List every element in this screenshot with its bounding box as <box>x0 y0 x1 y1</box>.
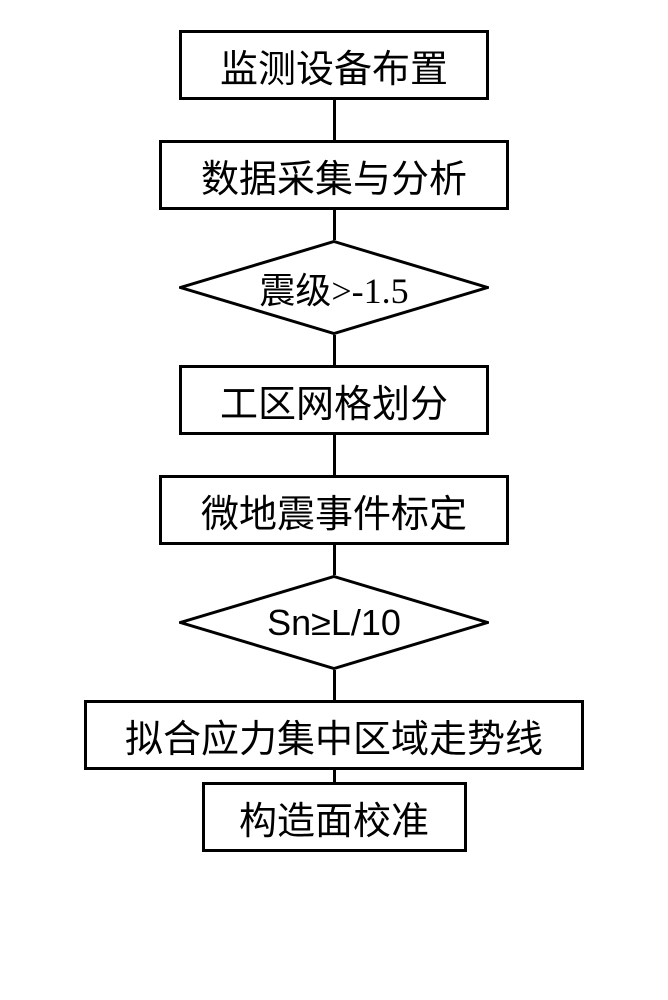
flow-node-label: 监测设备布置 <box>220 38 448 93</box>
flow-node-n8: 构造面校准 <box>202 782 467 852</box>
flowchart-container: 监测设备布置数据采集与分析震级>-1.5 工区网格划分微地震事件标定 Sn≥L/10… <box>84 30 584 852</box>
flow-edge-n4-n5 <box>333 435 336 475</box>
flow-edge-n5-n6 <box>333 545 336 575</box>
flow-node-label: 工区网格划分 <box>220 373 448 428</box>
flow-node-n2: 数据采集与分析 <box>159 140 509 210</box>
flow-node-label: 微地震事件标定 <box>201 483 467 538</box>
flow-edge-n6-n7 <box>333 670 336 700</box>
flow-node-n7: 拟合应力集中区域走势线 <box>84 700 584 770</box>
flow-node-label: 构造面校准 <box>239 790 429 845</box>
flow-decision-n6: Sn≥L/10 <box>179 575 489 670</box>
flow-edge-n7-n8 <box>333 770 336 782</box>
flow-decision-n3: 震级>-1.5 <box>179 240 489 335</box>
flow-edge-n1-n2 <box>333 100 336 140</box>
flow-node-label: 数据采集与分析 <box>201 148 467 203</box>
flow-node-n1: 监测设备布置 <box>179 30 489 100</box>
flow-edge-n2-n3 <box>333 210 336 240</box>
flow-decision-label: 震级>-1.5 <box>259 262 408 314</box>
flow-node-n5: 微地震事件标定 <box>159 475 509 545</box>
flow-node-label: 拟合应力集中区域走势线 <box>125 708 543 763</box>
flow-edge-n3-n4 <box>333 335 336 365</box>
flow-node-n4: 工区网格划分 <box>179 365 489 435</box>
flow-decision-label: Sn≥L/10 <box>267 602 401 644</box>
